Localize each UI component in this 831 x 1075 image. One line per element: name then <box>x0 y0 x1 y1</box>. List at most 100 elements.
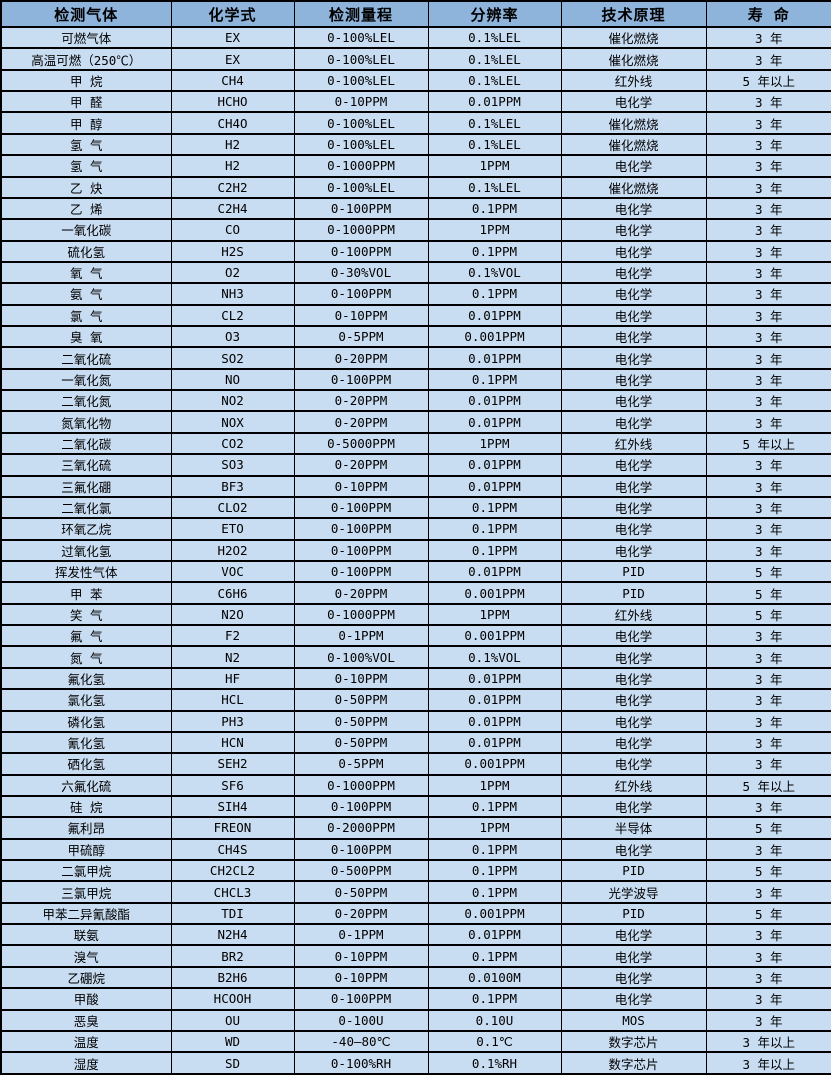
cell-range: 0-100PPM <box>293 282 429 306</box>
cell-resolution: 0.1%LEL <box>427 111 562 135</box>
cell-formula: B2H6 <box>170 965 295 990</box>
cell-principle: 电化学 <box>560 538 707 563</box>
cell-formula: C6H6 <box>170 581 295 605</box>
cell-gas: 二氧化氯 <box>0 495 172 520</box>
cell-range: 0-100PPM <box>293 987 429 1011</box>
cell-formula: H2S <box>170 239 295 263</box>
cell-range: 0-10PPM <box>293 474 429 498</box>
column-header-lifespan: 寿 命 <box>705 0 831 28</box>
cell-formula: H2O2 <box>170 538 295 563</box>
cell-resolution: 0.0100M <box>427 965 562 990</box>
cell-lifespan: 3 年 <box>705 325 831 349</box>
cell-range: 0-20PPM <box>293 901 429 926</box>
column-header-principle: 技术原理 <box>560 0 707 28</box>
cell-gas: 甲 醛 <box>0 90 172 114</box>
table-row: 一氧化氮 NO 0-100PPM 0.1PPM 电化学 3 年 <box>0 367 831 392</box>
cell-range: 0-20PPM <box>293 581 429 605</box>
table-row: 氯 气 CL2 0-10PPM 0.01PPM 电化学 3 年 <box>0 303 831 328</box>
cell-lifespan: 3 年 <box>705 111 831 135</box>
cell-lifespan: 5 年 <box>705 901 831 926</box>
cell-principle: 催化燃烧 <box>560 175 707 199</box>
cell-range: 0-100PPM <box>293 538 429 563</box>
cell-gas: 环氧乙烷 <box>0 517 172 541</box>
cell-formula: N2H4 <box>170 923 295 947</box>
cell-range: 0-100PPM <box>293 367 429 392</box>
cell-gas: 氧 气 <box>0 260 172 285</box>
cell-principle: 电化学 <box>560 389 707 413</box>
cell-lifespan: 3 年 <box>705 709 831 733</box>
cell-resolution: 0.1PPM <box>427 367 562 392</box>
cell-range: -40—80℃ <box>293 1029 429 1054</box>
cell-gas: 乙 炔 <box>0 175 172 199</box>
cell-principle: PID <box>560 559 707 584</box>
cell-principle: 电化学 <box>560 474 707 498</box>
cell-resolution: 0.1PPM <box>427 239 562 263</box>
table-row: 氟 气 F2 0-1PPM 0.001PPM 电化学 3 年 <box>0 624 831 648</box>
cell-formula: HCL <box>170 688 295 712</box>
cell-principle: 催化燃烧 <box>560 132 707 157</box>
table-row: 硫化氢 H2S 0-100PPM 0.1PPM 电化学 3 年 <box>0 239 831 263</box>
cell-resolution: 0.01PPM <box>427 559 562 584</box>
table-row: 过氧化氢 H2O2 0-100PPM 0.1PPM 电化学 3 年 <box>0 538 831 563</box>
cell-formula: H2 <box>170 132 295 157</box>
cell-resolution: 0.1PPM <box>427 495 562 520</box>
cell-formula: WD <box>170 1029 295 1054</box>
cell-range: 0-20PPM <box>293 346 429 370</box>
cell-range: 0-100%RH <box>293 1051 429 1075</box>
cell-resolution: 1PPM <box>427 816 562 840</box>
table-row: 三氧化硫 SO3 0-20PPM 0.01PPM 电化学 3 年 <box>0 453 831 477</box>
cell-principle: 电化学 <box>560 367 707 392</box>
table-row: 甲酸 HCOOH 0-100PPM 0.1PPM 电化学 3 年 <box>0 987 831 1011</box>
cell-lifespan: 3 年 <box>705 837 831 862</box>
cell-principle: 电化学 <box>560 794 707 819</box>
cell-principle: 红外线 <box>560 602 707 627</box>
header-row: 检测气体 化学式 检测量程 分辨率 技术原理 寿 命 <box>0 0 831 28</box>
cell-lifespan: 3 年 <box>705 1008 831 1032</box>
table-row: 可燃气体 EX 0-100%LEL 0.1%LEL 催化燃烧 3 年 <box>0 25 831 50</box>
cell-gas: 高温可燃（250℃） <box>0 47 172 71</box>
table-row: 二氧化碳 CO2 0-5000PPM 1PPM 红外线 5 年以上 <box>0 431 831 456</box>
table-row: 甲苯二异氰酸酯 TDI 0-20PPM 0.001PPM PID 5 年 <box>0 901 831 926</box>
cell-lifespan: 3 年 <box>705 923 831 947</box>
cell-range: 0-5PPM <box>293 325 429 349</box>
cell-resolution: 0.1%LEL <box>427 25 562 50</box>
cell-lifespan: 3 年 <box>705 47 831 71</box>
cell-principle: 电化学 <box>560 154 707 178</box>
cell-formula: FREON <box>170 816 295 840</box>
cell-principle: 电化学 <box>560 325 707 349</box>
cell-principle: 电化学 <box>560 196 707 221</box>
cell-principle: 电化学 <box>560 282 707 306</box>
table-row: 三氟化硼 BF3 0-10PPM 0.01PPM 电化学 3 年 <box>0 474 831 498</box>
cell-formula: CO2 <box>170 431 295 456</box>
cell-principle: 电化学 <box>560 666 707 691</box>
cell-lifespan: 3 年 <box>705 538 831 563</box>
cell-resolution: 0.1℃ <box>427 1029 562 1054</box>
cell-gas: 挥发性气体 <box>0 559 172 584</box>
cell-lifespan: 3 年 <box>705 367 831 392</box>
cell-formula: NH3 <box>170 282 295 306</box>
cell-formula: CLO2 <box>170 495 295 520</box>
cell-lifespan: 3 年 <box>705 688 831 712</box>
cell-gas: 溴气 <box>0 944 172 968</box>
column-header-resolution: 分辨率 <box>427 0 562 28</box>
cell-principle: 电化学 <box>560 987 707 1011</box>
cell-gas: 硫化氢 <box>0 239 172 263</box>
cell-lifespan: 3 年以上 <box>705 1051 831 1075</box>
cell-gas: 三氧化硫 <box>0 453 172 477</box>
cell-lifespan: 3 年 <box>705 453 831 477</box>
cell-principle: 电化学 <box>560 346 707 370</box>
cell-resolution: 0.1PPM <box>427 517 562 541</box>
cell-range: 0-100%LEL <box>293 175 429 199</box>
cell-formula: VOC <box>170 559 295 584</box>
cell-gas: 臭 氧 <box>0 325 172 349</box>
cell-formula: SEH2 <box>170 752 295 776</box>
cell-formula: CHCL3 <box>170 880 295 904</box>
cell-resolution: 0.001PPM <box>427 752 562 776</box>
cell-gas: 笑 气 <box>0 602 172 627</box>
cell-lifespan: 3 年 <box>705 987 831 1011</box>
cell-range: 0-50PPM <box>293 688 429 712</box>
cell-formula: CH4O <box>170 111 295 135</box>
cell-resolution: 0.1%RH <box>427 1051 562 1075</box>
cell-principle: 数字芯片 <box>560 1029 707 1054</box>
cell-range: 0-1000PPM <box>293 218 429 242</box>
